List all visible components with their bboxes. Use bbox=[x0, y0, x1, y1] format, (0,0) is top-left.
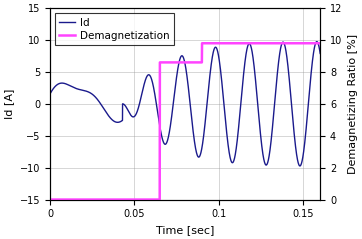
Id bbox=[163, 143, 168, 146]
Demagnetization bbox=[313, 42, 317, 45]
Id bbox=[315, 40, 319, 43]
Demagnetization bbox=[318, 42, 322, 45]
Demagnetization bbox=[151, 198, 156, 201]
Id bbox=[48, 92, 52, 95]
Y-axis label: Id [A]: Id [A] bbox=[4, 89, 14, 119]
Demagnetization bbox=[94, 198, 99, 201]
Y-axis label: Demagnetizing Ratio [%]: Demagnetizing Ratio [%] bbox=[348, 34, 358, 174]
Demagnetization bbox=[163, 61, 168, 64]
X-axis label: Time [sec]: Time [sec] bbox=[156, 225, 214, 235]
Demagnetization bbox=[284, 42, 288, 45]
Legend: Id, Demagnetization: Id, Demagnetization bbox=[55, 13, 174, 45]
Line: Id: Id bbox=[50, 42, 320, 166]
Line: Demagnetization: Demagnetization bbox=[50, 43, 320, 200]
Id bbox=[283, 49, 288, 51]
Id bbox=[313, 44, 317, 47]
Id bbox=[94, 97, 99, 100]
Demagnetization bbox=[200, 42, 204, 45]
Demagnetization bbox=[79, 198, 83, 201]
Id bbox=[298, 164, 302, 167]
Id bbox=[151, 86, 156, 89]
Id bbox=[79, 88, 83, 91]
Id bbox=[318, 52, 322, 55]
Demagnetization bbox=[48, 198, 52, 201]
